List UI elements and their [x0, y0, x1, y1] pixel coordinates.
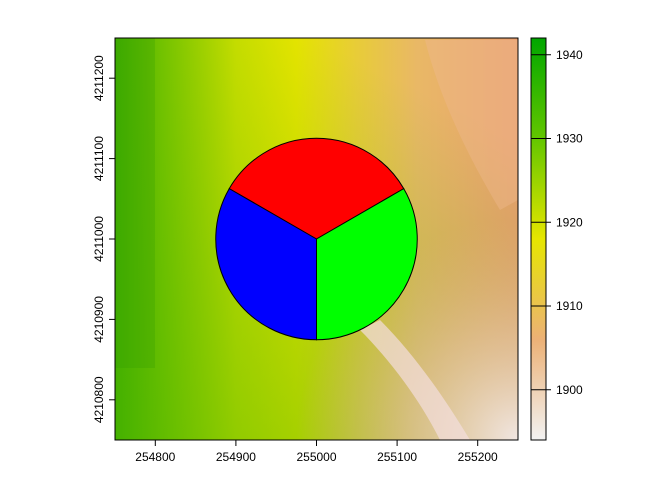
x-tick-label: 254800 — [135, 450, 175, 464]
x-axis: 254800 254900 255000 255100 255200 — [135, 440, 498, 464]
pale-ridge — [360, 320, 470, 440]
circle-sectors — [215, 137, 418, 341]
dark-green-texture — [115, 38, 155, 368]
circle-sector-1 — [228, 137, 405, 240]
pale-ridge-upper — [425, 40, 518, 210]
y-tick-label: 4210800 — [92, 376, 106, 423]
y-tick-label: 4211100 — [92, 136, 106, 181]
legend-tick-label: 1940 — [556, 48, 583, 62]
legend-tick-label: 1920 — [556, 215, 583, 229]
legend-tick-label: 1910 — [556, 299, 583, 313]
x-tick-label: 255200 — [458, 450, 498, 464]
legend-color-bar — [530, 37, 547, 441]
y-axis: 4210800 4210900 4211000 4211100 4211200 — [92, 55, 115, 423]
elevation-legend: 1900 1910 1920 1930 1940 — [530, 37, 583, 441]
circle-sector-2 — [215, 187, 317, 341]
x-tick-label: 254900 — [216, 450, 256, 464]
circle-sector-3 — [316, 187, 418, 341]
y-tick-label: 4210900 — [92, 296, 106, 343]
legend-tick-label: 1930 — [556, 132, 583, 146]
legend-tick-label: 1900 — [556, 383, 583, 397]
y-tick-label: 4211000 — [92, 216, 106, 262]
y-tick-label: 4211200 — [92, 55, 106, 101]
x-tick-label: 255100 — [377, 450, 417, 464]
legend-ticks: 1900 1910 1920 1930 1940 — [531, 48, 583, 397]
x-tick-label: 255000 — [296, 450, 336, 464]
